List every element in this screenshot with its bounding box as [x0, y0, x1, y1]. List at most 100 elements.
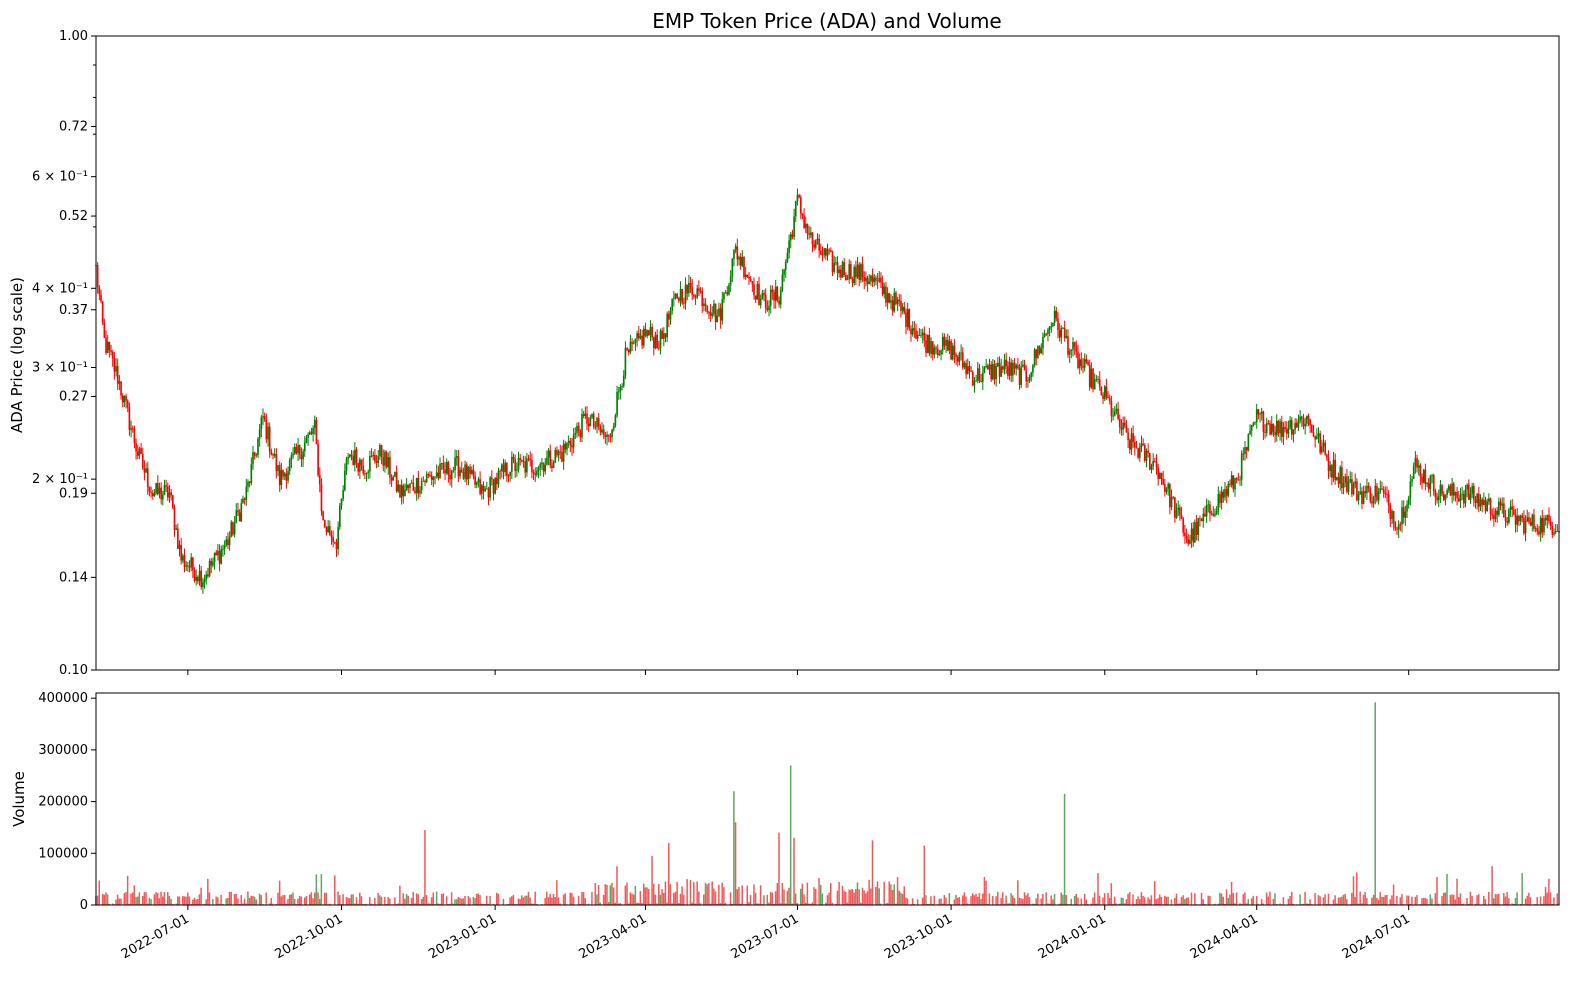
candle-body — [549, 451, 551, 466]
candle-body — [394, 472, 396, 477]
candle-body — [1229, 484, 1231, 485]
candle-body — [1202, 514, 1204, 521]
candle-body — [1258, 409, 1260, 414]
candle-body — [1005, 360, 1007, 367]
candle-body — [1455, 492, 1457, 495]
volume-bar — [159, 898, 161, 905]
candle-body — [1448, 486, 1450, 490]
candle-body — [713, 304, 715, 314]
candle-body — [608, 434, 610, 435]
candle-body — [384, 452, 386, 466]
candle-body — [1176, 510, 1178, 518]
volume-bar — [1122, 898, 1124, 905]
candle-body — [838, 269, 840, 273]
volume-bar — [326, 893, 328, 905]
candle-body — [892, 300, 894, 311]
volume-bar — [698, 892, 700, 905]
volume-bar — [822, 893, 824, 905]
candle-body — [670, 311, 672, 320]
candle-body — [1480, 499, 1482, 506]
candle-body — [937, 349, 939, 356]
candle-body — [887, 293, 889, 302]
candle-body — [1481, 499, 1483, 505]
candle-body — [1019, 368, 1021, 385]
candle-body — [760, 299, 762, 306]
candle-body — [715, 304, 717, 322]
volume-bar — [1421, 898, 1423, 905]
volume-bar — [1483, 896, 1485, 905]
candle-body — [225, 539, 227, 545]
price-tick-label: 1.00 — [59, 29, 88, 44]
candle-body — [1420, 465, 1422, 476]
candle-body — [710, 312, 712, 316]
candle-body — [1545, 518, 1547, 520]
candle-body — [247, 482, 249, 487]
volume-bar — [733, 791, 735, 905]
price-axes: 1.000.726 × 10⁻¹0.524 × 10⁻¹0.373 × 10⁻¹… — [32, 29, 1559, 678]
volume-bar — [855, 889, 857, 905]
volume-bar — [277, 893, 279, 905]
volume-bar — [1187, 897, 1189, 905]
candle-body — [1520, 516, 1522, 522]
candle-body — [1394, 523, 1396, 529]
candle-body — [1052, 323, 1054, 326]
candle-body — [1369, 488, 1371, 501]
volume-bar — [1374, 702, 1376, 905]
volume-bar — [830, 883, 832, 905]
candle-body — [655, 335, 657, 348]
candle-body — [346, 459, 348, 471]
price-tick-label: 2 × 10⁻¹ — [32, 472, 88, 487]
candle-body — [1423, 470, 1425, 483]
candle-body — [267, 427, 269, 440]
candle-body — [204, 580, 206, 582]
candle-body — [626, 348, 628, 350]
candle-body — [903, 307, 905, 313]
volume-bar — [423, 897, 425, 905]
candle-body — [1070, 350, 1072, 351]
candle-body — [1456, 492, 1458, 498]
candle-body — [730, 277, 732, 285]
candle-body — [554, 450, 556, 462]
volume-bar — [1070, 899, 1072, 905]
candle-body — [680, 289, 682, 301]
candle-body — [1398, 525, 1400, 530]
candle-body — [1533, 515, 1535, 529]
candle-body — [1296, 423, 1298, 427]
candle-body — [538, 468, 540, 471]
candle-body — [1259, 414, 1261, 415]
volume-bar — [1186, 898, 1188, 905]
candle-body — [1172, 497, 1174, 498]
volume-bar — [1344, 894, 1346, 905]
candle-body — [1167, 484, 1169, 489]
candle-body — [1403, 507, 1405, 517]
volume-bar — [254, 897, 256, 905]
candle-body — [728, 285, 730, 295]
volume-bar — [1528, 893, 1530, 905]
candle-body — [1222, 492, 1224, 498]
price-tick-label: 0.52 — [59, 209, 88, 224]
volume-bar — [1229, 895, 1231, 905]
candle-body — [518, 458, 520, 470]
candle-body — [1044, 334, 1046, 337]
volume-bar — [1333, 900, 1335, 905]
volume-bar — [1037, 894, 1039, 905]
candle-body — [1060, 328, 1062, 337]
candle-body — [927, 335, 929, 353]
candle-body — [509, 472, 511, 476]
candle-body — [1465, 490, 1467, 504]
candle-body — [842, 262, 844, 277]
volume-bar — [297, 899, 299, 905]
volume-bar — [660, 895, 662, 905]
date-tick-label: 2023-01-01 — [426, 911, 499, 962]
candle-body — [945, 340, 947, 346]
candle-body — [1525, 521, 1527, 533]
volume-bar — [1000, 898, 1002, 905]
volume-bar — [1159, 894, 1161, 905]
candle-body — [1393, 511, 1395, 523]
volume-bar — [721, 883, 723, 905]
price-tick-label: 6 × 10⁻¹ — [32, 170, 88, 185]
candle-body — [1384, 493, 1386, 494]
candle-body — [573, 435, 575, 448]
volume-bar — [1324, 894, 1326, 905]
